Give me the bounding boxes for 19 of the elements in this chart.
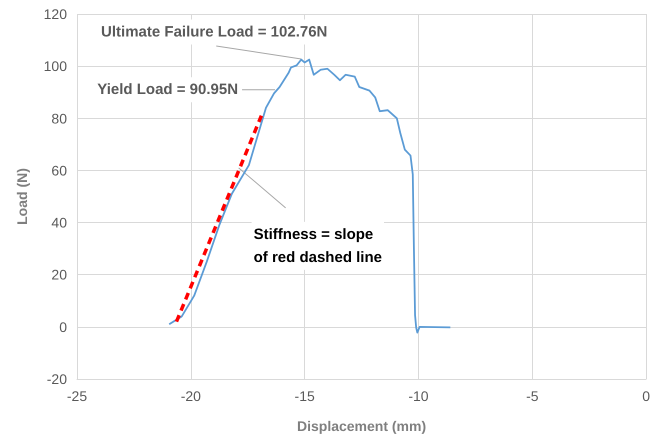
annotation: Stiffness = slope of red dashed line (254, 226, 382, 266)
x-tick-label: -25 (66, 388, 88, 404)
y-tick-label: 60 (51, 162, 68, 178)
y-tick-label: 40 (51, 214, 68, 231)
y-tick-label: 80 (51, 110, 68, 126)
y-tick-label: 100 (44, 58, 68, 74)
x-tick-label: 0 (642, 388, 650, 404)
x-axis-title: Displacement (mm) (296, 418, 426, 434)
y-tick-label: 120 (44, 6, 68, 22)
y-tick-label: 20 (51, 266, 68, 283)
y-tick-label: 0 (59, 318, 68, 335)
annotation: Ultimate Failure Load = 102.76N (101, 23, 328, 40)
x-tick-label: -10 (408, 388, 429, 404)
x-tick-label: -20 (180, 388, 202, 404)
x-tick-label: -5 (526, 388, 539, 404)
annotation: Yield Load = 90.95N (97, 81, 238, 98)
x-tick-label: -15 (294, 388, 315, 404)
y-axis-title: Load (N) (14, 168, 30, 225)
y-tick-label: -20 (46, 371, 68, 387)
